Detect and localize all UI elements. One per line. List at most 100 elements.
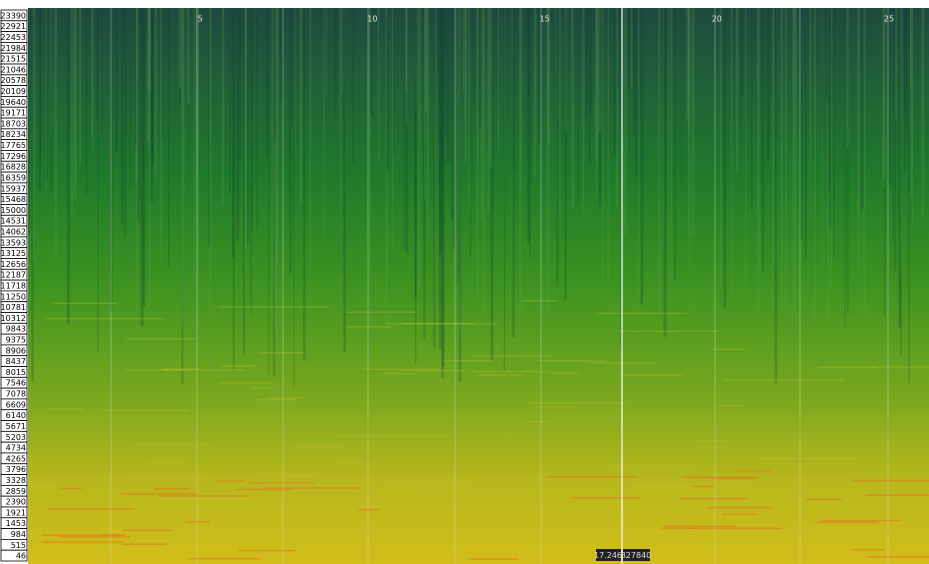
stripe: [595, 312, 688, 315]
streak: [276, 8, 279, 264]
stripe: [724, 379, 844, 381]
streak: [115, 8, 118, 152]
streak: [564, 8, 568, 132]
streak: [168, 8, 170, 268]
stripe: [721, 513, 758, 515]
streak: [386, 8, 388, 174]
streak: [483, 8, 486, 316]
frequency-label: 22453: [1, 33, 26, 42]
streak: [101, 8, 103, 132]
stripe: [867, 556, 929, 558]
stripe: [570, 496, 640, 499]
stripe: [402, 323, 475, 325]
streak: [74, 8, 77, 199]
streak: [352, 8, 355, 164]
stripe: [385, 323, 497, 325]
frequency-label: 20578: [1, 76, 26, 85]
stripe: [736, 470, 772, 472]
streak: [511, 8, 514, 172]
streak: [673, 8, 676, 280]
streak: [276, 8, 279, 368]
streak: [687, 8, 690, 236]
streak: [776, 8, 778, 142]
stripe: [237, 488, 291, 491]
streak: [415, 8, 417, 109]
stripe: [690, 485, 716, 487]
streak: [124, 8, 127, 237]
streak: [441, 8, 443, 157]
streak: [129, 8, 131, 187]
frequency-label: 3328: [6, 476, 26, 485]
streak: [730, 8, 733, 296]
streak: [66, 8, 70, 325]
stripe: [189, 557, 261, 560]
streak: [615, 8, 619, 206]
streak: [582, 8, 585, 218]
frequency-label: 17765: [1, 141, 26, 150]
streak: [821, 8, 823, 271]
streak: [274, 8, 277, 330]
streak: [239, 8, 242, 162]
stripe: [814, 521, 879, 524]
stripe: [362, 368, 440, 370]
streak: [503, 8, 505, 371]
stripe: [41, 541, 124, 543]
streak: [70, 8, 74, 212]
streak: [232, 8, 235, 258]
streak: [92, 8, 94, 155]
streak: [303, 8, 306, 361]
streak: [91, 8, 93, 137]
streak: [487, 8, 490, 213]
stripe: [41, 534, 126, 536]
streak: [774, 8, 778, 384]
streak: [323, 8, 325, 242]
streak: [179, 8, 182, 100]
stripe: [382, 373, 416, 375]
stripe: [852, 479, 929, 482]
streak: [828, 8, 830, 192]
streak: [464, 8, 467, 164]
streak: [291, 8, 294, 126]
streak: [546, 8, 550, 314]
streak: [793, 8, 795, 98]
stripe: [527, 402, 626, 404]
streak: [148, 8, 151, 306]
streak: [368, 8, 371, 365]
streak: [147, 8, 150, 143]
streak: [519, 8, 522, 385]
frequency-label: 22921: [1, 22, 26, 31]
streak: [385, 8, 388, 351]
stripe: [257, 399, 297, 401]
streak: [882, 8, 885, 187]
frequency-label: 9375: [6, 336, 26, 345]
cursor-time-box: [596, 549, 621, 561]
streak: [547, 8, 551, 146]
streak: [630, 8, 633, 89]
streak: [863, 8, 866, 347]
streak: [622, 8, 625, 349]
streak: [904, 8, 906, 174]
streak: [740, 8, 742, 129]
streak: [121, 8, 124, 225]
streak: [181, 8, 184, 384]
streak: [85, 8, 88, 195]
stripe: [806, 498, 842, 501]
streak: [221, 8, 225, 207]
streak: [911, 8, 914, 227]
frequency-label: 2390: [6, 498, 26, 507]
streak: [150, 8, 153, 156]
frequency-label: 11250: [1, 292, 26, 301]
streak: [663, 8, 667, 337]
streak: [597, 8, 601, 132]
streak: [424, 8, 428, 111]
streak: [265, 8, 269, 160]
stripe: [664, 525, 737, 527]
frequency-label: 8437: [6, 357, 26, 366]
streak: [136, 8, 138, 182]
frequency-label: 10781: [1, 303, 26, 312]
streak: [236, 8, 240, 241]
streak: [414, 8, 417, 299]
stripe: [248, 482, 315, 484]
streak: [670, 8, 673, 350]
streak: [741, 8, 744, 96]
